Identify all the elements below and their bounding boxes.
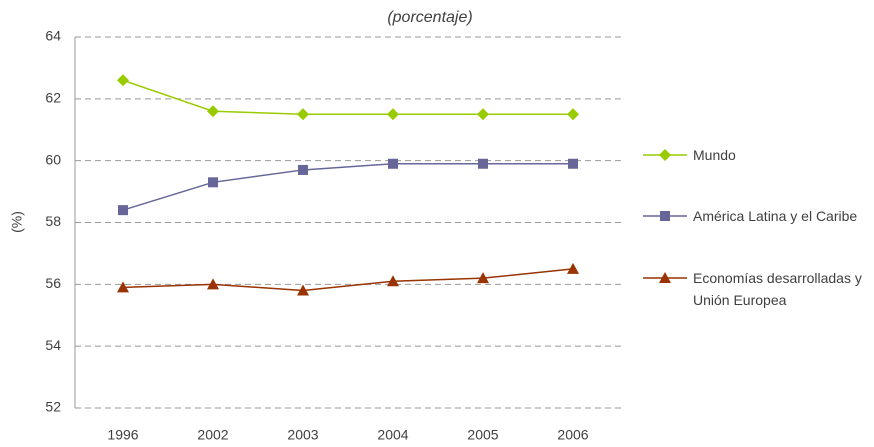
marker xyxy=(388,158,398,169)
y-axis-label: (%) xyxy=(9,211,25,233)
y-tick-label: 62 xyxy=(45,90,61,106)
legend-label: Economías desarrolladas y Unión Europea xyxy=(693,270,862,308)
chart-title: (porcentaje) xyxy=(387,9,472,26)
legend-label: América Latina y el Caribe xyxy=(693,208,858,224)
marker xyxy=(117,74,129,87)
marker xyxy=(208,177,218,188)
marker xyxy=(298,164,308,175)
x-tick-label: 1996 xyxy=(107,427,138,443)
marker xyxy=(118,205,128,216)
y-tick-label: 54 xyxy=(45,337,61,353)
marker xyxy=(207,105,219,118)
series-line xyxy=(122,79,573,116)
y-tick-label: 52 xyxy=(45,399,61,415)
marker xyxy=(478,158,488,169)
marker xyxy=(477,272,489,284)
series-line xyxy=(122,163,573,211)
marker xyxy=(660,211,670,221)
x-tick-label: 2002 xyxy=(197,427,228,443)
marker xyxy=(477,108,489,121)
marker xyxy=(659,149,671,161)
legend-label: Mundo xyxy=(693,147,736,163)
marker xyxy=(659,272,671,283)
marker xyxy=(117,281,129,293)
marker xyxy=(297,108,309,121)
marker xyxy=(387,108,399,121)
marker xyxy=(568,158,578,169)
x-tick-label: 2003 xyxy=(287,427,318,443)
marker xyxy=(297,284,309,296)
y-tick-label: 64 xyxy=(45,28,61,44)
y-tick-label: 58 xyxy=(45,213,61,229)
x-tick-label: 2006 xyxy=(557,427,588,443)
marker xyxy=(567,262,579,274)
y-tick-label: 60 xyxy=(45,151,61,167)
marker xyxy=(207,278,219,290)
marker xyxy=(567,108,579,121)
y-tick-label: 56 xyxy=(45,275,61,291)
series-line xyxy=(122,268,574,292)
x-tick-label: 2005 xyxy=(467,427,498,443)
x-tick-label: 2004 xyxy=(377,427,408,443)
marker xyxy=(387,275,399,287)
